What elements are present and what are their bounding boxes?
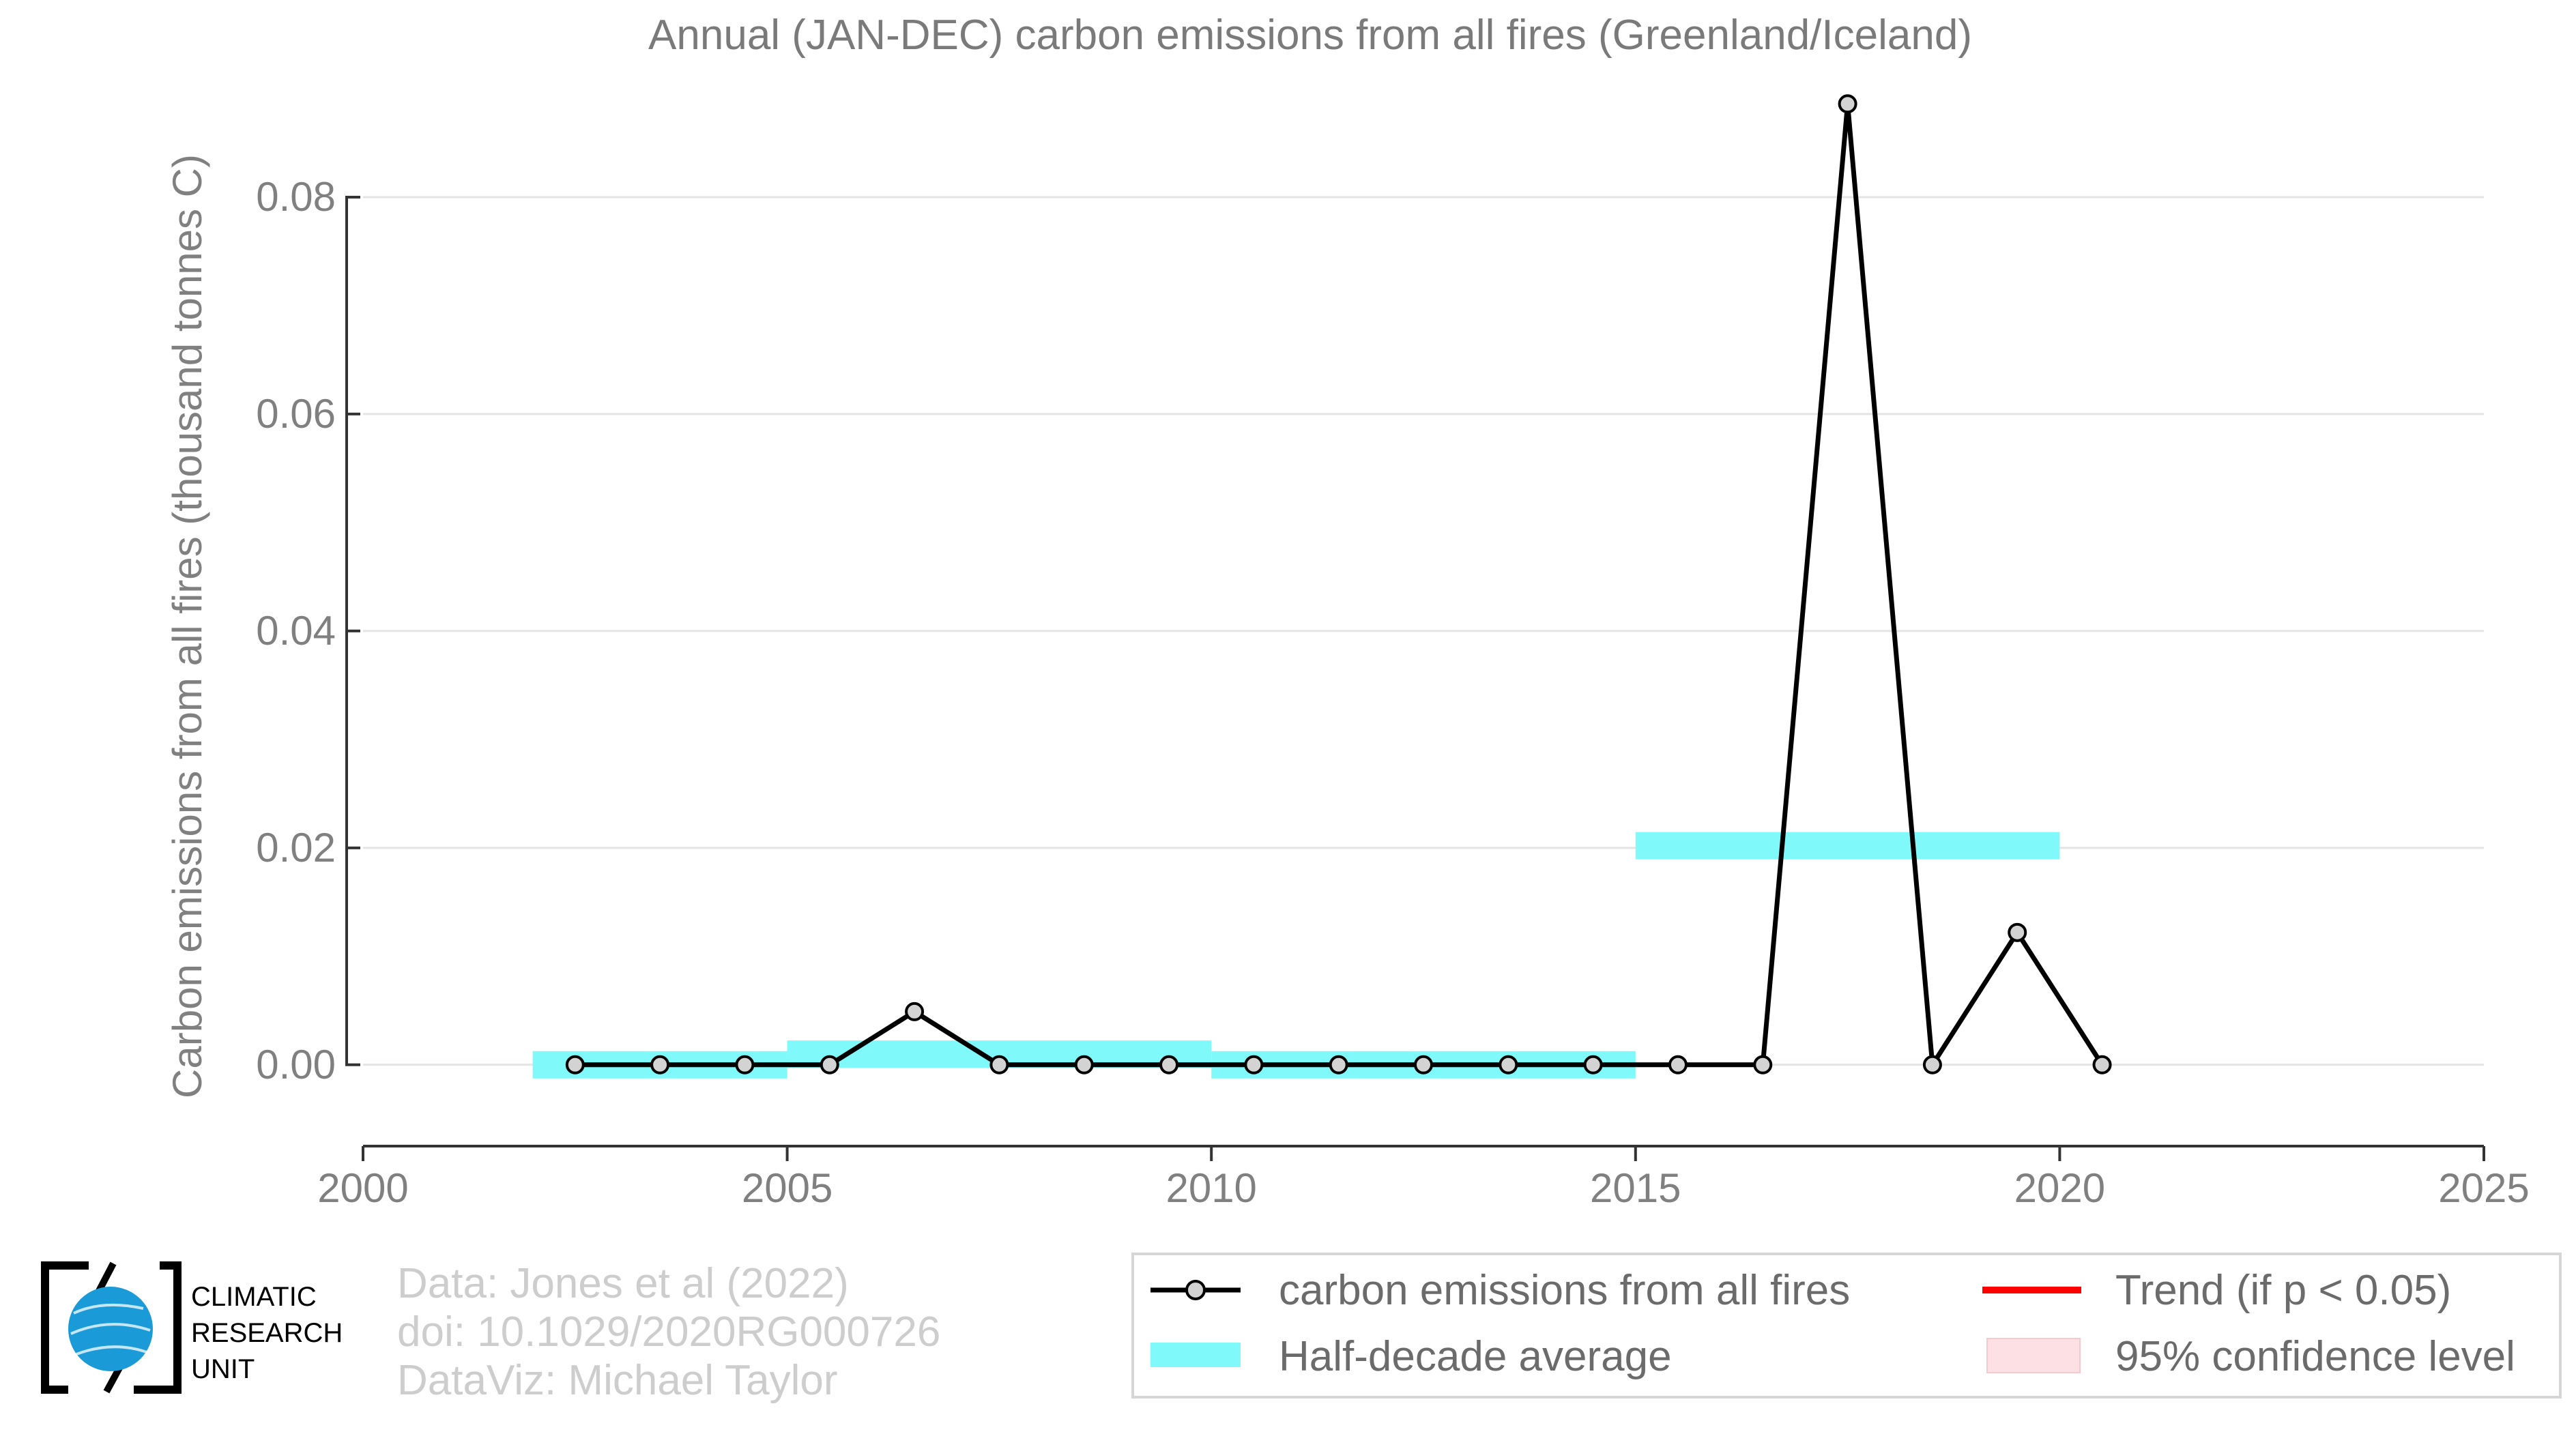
emissions-data-point: [1414, 1055, 1433, 1074]
emissions-data-point: [905, 1001, 925, 1021]
emissions-data-point: [1838, 94, 1857, 114]
y-tick-label: 0.08: [256, 174, 336, 220]
y-tick-label: 0.04: [256, 608, 336, 654]
emissions-data-point: [2008, 922, 2027, 942]
y-tick-label: 0.02: [256, 825, 336, 870]
x-tick-label: 2020: [2014, 1165, 2105, 1211]
legend-item-emissions: carbon emissions from all fires: [1150, 1267, 1850, 1314]
emissions-data-point: [650, 1055, 670, 1074]
axes: 0.00 0.02 0.04 0.06 0.08 2000 2005 2010 2015 2020…: [256, 174, 2530, 1211]
y-tick-label: 0.00: [256, 1042, 336, 1087]
logo-text-research: RESEARCH: [191, 1318, 343, 1348]
emissions-data-point: [989, 1055, 1009, 1074]
emissions-data-point: [1074, 1055, 1094, 1074]
legend-label-emissions: carbon emissions from all fires: [1279, 1267, 1850, 1314]
emissions-data-point: [1922, 1055, 1942, 1074]
globe-contours-icon: [70, 1303, 151, 1356]
emissions-data-point: [1583, 1055, 1603, 1074]
legend: carbon emissions from all fires Trend (i…: [1131, 1253, 2562, 1399]
logo-bracket-left: [41, 1261, 89, 1394]
data-credits: Data: Jones et al (2022) doi: 10.1029/20…: [397, 1260, 940, 1404]
logo-text-climatic: CLIMATIC: [191, 1282, 317, 1312]
y-axis-label: Carbon emissions from all fires (thousan…: [164, 154, 210, 1098]
logo-bracket-right: [134, 1261, 182, 1394]
emissions-data-point: [2092, 1055, 2112, 1074]
legend-label-trend: Trend (if p < 0.05): [2115, 1267, 2451, 1314]
x-tick-label: 2010: [1166, 1165, 1256, 1211]
emissions-data-point: [1244, 1055, 1264, 1074]
emissions-data-point: [1668, 1055, 1688, 1074]
legend-confidence-swatch: [1986, 1338, 2081, 1373]
emissions-data-point: [1499, 1055, 1518, 1074]
series-layer: [565, 94, 2112, 1074]
legend-marker-icon: [1185, 1280, 1206, 1300]
logo-text-unit: UNIT: [191, 1354, 255, 1384]
legend-item-confidence: 95% confidence level: [1986, 1333, 2515, 1380]
emissions-data-point: [820, 1055, 839, 1074]
legend-band-swatch: [1150, 1343, 1241, 1367]
x-tick-label: 2005: [742, 1165, 833, 1211]
emissions-data-point: [565, 1055, 585, 1074]
x-tick-label: 2025: [2438, 1165, 2529, 1211]
credit-data-source: Data: Jones et al (2022): [397, 1260, 849, 1307]
credit-doi: doi: 10.1029/2020RG000726: [397, 1308, 940, 1356]
half-decade-average-band: [1635, 832, 2060, 860]
x-tick-label: 2015: [1590, 1165, 1681, 1211]
emissions-data-point: [1159, 1055, 1179, 1074]
legend-item-half-decade: Half-decade average: [1150, 1333, 1672, 1380]
emissions-data-point: [735, 1055, 755, 1074]
legend-frame: [1131, 1253, 2562, 1399]
gridlines: [363, 196, 2484, 1066]
y-tick-label: 0.06: [256, 391, 336, 437]
legend-label-confidence: 95% confidence level: [2115, 1333, 2515, 1380]
emissions-series-line: [575, 101, 2104, 1068]
legend-item-trend: Trend (if p < 0.05): [1982, 1267, 2451, 1314]
x-tick-label: 2000: [317, 1165, 408, 1211]
emissions-data-point: [1329, 1055, 1348, 1074]
legend-label-half-decade: Half-decade average: [1279, 1333, 1672, 1380]
credit-dataviz: DataViz: Michael Taylor: [397, 1357, 838, 1404]
half-decade-average-bands: [532, 832, 2060, 1079]
emissions-data-point: [1753, 1055, 1773, 1074]
chart-title: Annual (JAN-DEC) carbon emissions from a…: [648, 12, 1972, 59]
cru-logo: CLIMATIC RESEARCH UNIT: [41, 1261, 343, 1394]
